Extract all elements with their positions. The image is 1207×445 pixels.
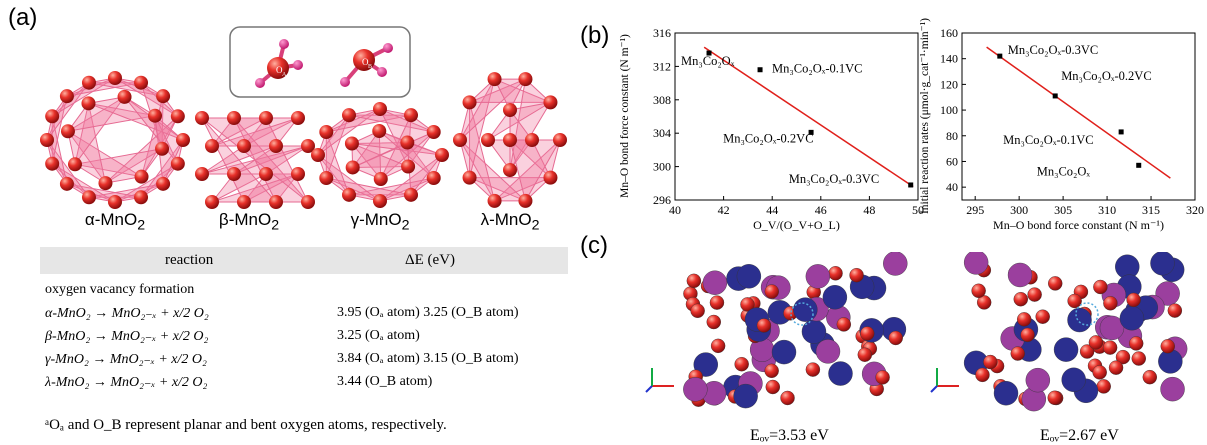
table-row: α-MnO₂ → MnO₂₋ₓ + x/2 O₂ 3.95 (Oₐ atom) 3… xyxy=(45,305,519,321)
plot-frame xyxy=(674,32,919,201)
fit-line xyxy=(986,46,1171,179)
x-tick-label: 315 xyxy=(1142,203,1160,217)
svg-text:B: B xyxy=(368,64,372,70)
col-reaction: reaction xyxy=(165,252,214,268)
data-point xyxy=(997,53,1003,59)
y-tick-label: 300 xyxy=(653,160,671,174)
table-row: λ-MnO₂ → MnO₂₋ₓ + x/2 O₂ 3.44 (O_B atom) xyxy=(45,374,433,390)
supercell-right xyxy=(963,252,1188,412)
chart-rate-vs-force-constant: 295 300 305 310 315 320 40 60 80 100 120 140 160 Mn–O… xyxy=(919,18,1204,232)
vacancy-energy-left: Eₒᵥ=3.53 eV xyxy=(750,427,829,444)
vacancy-energy-right: Eₒᵥ=2.67 eV xyxy=(1040,427,1119,444)
point-label: Mn₃Co₂Oₓ-0.1VC xyxy=(772,62,862,76)
x-tick-label: 295 xyxy=(966,203,984,217)
point-label: Mn₃Co₂Oₓ-0.2VC xyxy=(1061,69,1151,83)
data-point xyxy=(1118,129,1124,135)
axes-indicator-left xyxy=(645,368,674,393)
y-tick-label: 304 xyxy=(653,126,671,140)
inset-ob-molecule: O B xyxy=(340,43,393,87)
y-tick-label: 120 xyxy=(940,77,958,91)
point-label: Mn₃Co₂Oₓ-0.3VC xyxy=(1008,43,1098,57)
axes-indicator-right xyxy=(930,368,959,393)
alpha-mno2-structure xyxy=(40,71,190,209)
point-label: Mn₃Co₂Oₓ-0.3VC xyxy=(789,172,879,186)
y-tick-label: 160 xyxy=(940,26,958,40)
y-tick-label: 100 xyxy=(940,103,958,117)
point-label: Mn₃Co₂Oₓ xyxy=(1037,164,1091,178)
svg-text:A: A xyxy=(282,72,287,78)
data-point xyxy=(1136,162,1142,168)
panel-a-label: (a) xyxy=(8,4,38,31)
data-point xyxy=(908,182,914,188)
beta-mno2-structure xyxy=(195,111,315,209)
panel-c-label: (c) xyxy=(580,232,608,259)
inset-box xyxy=(229,26,411,98)
table-row: γ-MnO₂ → MnO₂₋ₓ + x/2 O₂ 3.84 (Oₐ atom) 3… xyxy=(45,351,519,367)
table-footnote: ᵃOₐ and O_B represent planar and bent ox… xyxy=(45,417,447,433)
table-section: oxygen vacancy formation xyxy=(45,282,195,297)
svg-text:O: O xyxy=(276,65,283,75)
plot-frame xyxy=(961,32,1196,201)
fit-line xyxy=(703,46,914,188)
data-point xyxy=(808,129,814,135)
inset-oa-molecule: O A xyxy=(255,39,303,88)
x-axis-label: O_V/(O_V+O_L) xyxy=(753,218,840,232)
y-tick-label: 308 xyxy=(653,93,671,107)
table-header: reaction ΔE (eV) xyxy=(40,247,568,274)
caption-alpha: α-MnO2 xyxy=(84,210,146,234)
panel-b-label: (b) xyxy=(580,22,610,49)
y-tick-label: 140 xyxy=(940,52,958,66)
x-tick-label: 40 xyxy=(669,203,681,217)
data-point xyxy=(757,67,763,73)
point-label: Mn₃Co₂Oₓ-0.2VC xyxy=(723,131,813,145)
y-tick-label: 296 xyxy=(653,193,671,207)
lambda-mno2-structure xyxy=(453,72,567,208)
x-tick-label: 44 xyxy=(766,203,778,217)
gamma-mno2-structure xyxy=(311,102,449,208)
y-tick-label: 40 xyxy=(946,180,958,194)
caption-gamma: γ-MnO2 xyxy=(350,210,410,234)
y-axis-label: Mn–O bond force constant (N m⁻¹) xyxy=(619,34,631,198)
caption-lambda: λ-MnO2 xyxy=(480,210,540,234)
table-row: β-MnO₂ → MnO₂₋ₓ + x/2 O₂ 3.25 (Oₐ atom) xyxy=(45,328,420,344)
point-label: Mn₃Co₂Oₓ xyxy=(681,54,735,68)
y-tick-label: 80 xyxy=(946,129,958,143)
x-tick-label: 305 xyxy=(1054,203,1072,217)
supercell-left xyxy=(683,252,908,409)
panel-b-charts: 40 42 44 46 48 50 296 300 304 308 312 316 O_V/(O_V+O… xyxy=(619,18,1204,232)
data-point xyxy=(1052,93,1058,99)
col-energy: ΔE (eV) xyxy=(405,252,456,268)
point-label: Mn₃Co₂Oₓ-0.1VC xyxy=(1003,133,1093,147)
x-tick-label: 310 xyxy=(1098,203,1116,217)
data-point xyxy=(706,50,712,56)
crystal-structures: O A O B xyxy=(40,26,567,209)
x-tick-label: 48 xyxy=(863,203,875,217)
y-tick-label: 60 xyxy=(946,154,958,168)
y-tick-label: 312 xyxy=(653,59,671,73)
panel-c-supercells xyxy=(645,252,1188,412)
x-tick-label: 300 xyxy=(1010,203,1028,217)
chart-force-constant-vs-ov: 40 42 44 46 48 50 296 300 304 308 312 316 O_V/(O_V+O… xyxy=(619,26,924,232)
x-tick-label: 42 xyxy=(718,203,730,217)
y-tick-label: 316 xyxy=(653,26,671,40)
x-tick-label: 46 xyxy=(815,203,827,217)
x-tick-label: 320 xyxy=(1186,203,1204,217)
caption-beta: β-MnO2 xyxy=(218,210,280,234)
svg-text:O: O xyxy=(362,57,369,67)
x-axis-label: Mn–O bond force constant (N m⁻¹) xyxy=(993,218,1164,232)
x-tick-label: 50 xyxy=(912,203,924,217)
y-axis-label: Initial reaction rates (μmol·g_cat⁻¹·min… xyxy=(919,18,931,214)
